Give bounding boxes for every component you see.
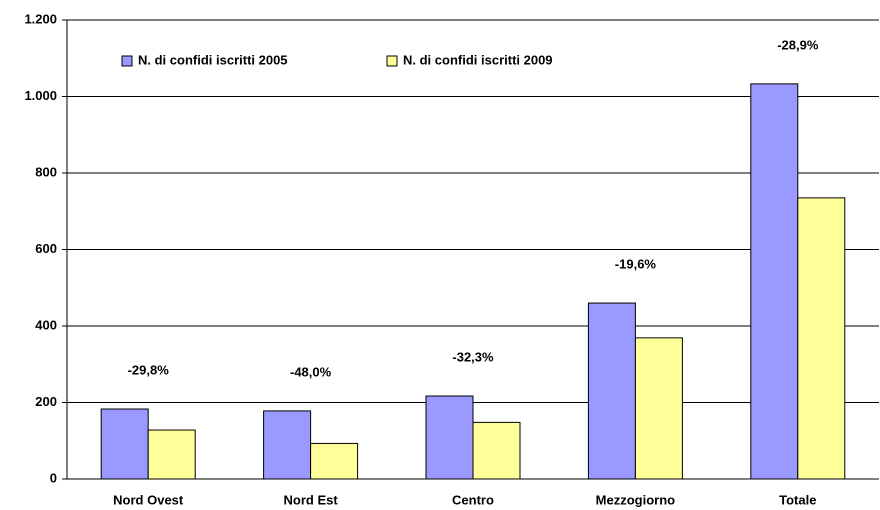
- bar: [263, 410, 312, 480]
- x-tick-label: Centro: [452, 492, 494, 507]
- x-tick-label: Totale: [779, 492, 816, 507]
- annotation: -28,9%: [777, 37, 819, 52]
- y-tick-label: 1.200: [24, 11, 57, 26]
- bar: [797, 197, 846, 480]
- bar: [472, 421, 521, 480]
- y-tick-label: 800: [35, 164, 57, 179]
- bar: [634, 337, 683, 480]
- bar: [587, 302, 636, 480]
- bar: [425, 395, 474, 480]
- annotation: -32,3%: [452, 349, 494, 364]
- bar: [100, 408, 149, 480]
- legend-label: N. di confidi iscritti 2009: [403, 52, 553, 67]
- bar: [147, 429, 196, 480]
- annotation: -48,0%: [290, 364, 332, 379]
- x-tick-label: Nord Est: [284, 492, 339, 507]
- legend-swatch: [386, 55, 398, 67]
- y-tick-label: 600: [35, 241, 57, 256]
- y-tick-label: 0: [50, 470, 57, 485]
- y-tick-label: 1.000: [24, 88, 57, 103]
- y-tick-label: 400: [35, 317, 57, 332]
- y-tick-label: 200: [35, 394, 57, 409]
- bar: [310, 442, 359, 480]
- bar: [750, 83, 799, 480]
- annotation: -29,8%: [128, 362, 170, 377]
- legend-label: N. di confidi iscritti 2005: [138, 52, 288, 67]
- x-tick-label: Mezzogiorno: [596, 492, 675, 507]
- x-tick-label: Nord Ovest: [113, 492, 184, 507]
- annotation: -19,6%: [615, 256, 657, 271]
- legend-swatch: [121, 55, 133, 67]
